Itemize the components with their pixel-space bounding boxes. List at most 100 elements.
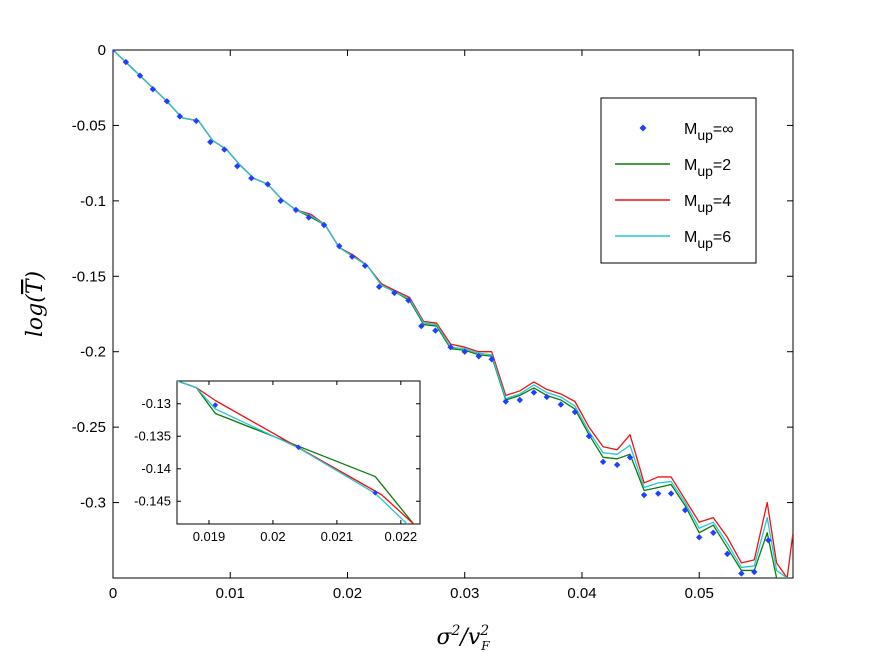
main-marker-M_up=∞ xyxy=(207,138,214,146)
main-marker-M_up=∞ xyxy=(488,356,495,363)
main-marker-M_up=∞ xyxy=(667,490,675,497)
x-axis-title-exp2: 2 xyxy=(479,623,489,639)
legend-label-sub: up xyxy=(697,127,713,143)
y-axis-title-close: ) xyxy=(23,271,48,281)
main-marker-M_up=∞ xyxy=(248,175,255,182)
main-marker-M_up=∞ xyxy=(502,398,509,405)
inset-plot: 0.019 0.02 0.021 0.022 -0.13 -0.135 -0.14 -0.14… xyxy=(134,380,421,544)
legend-marker xyxy=(639,124,647,132)
main-marker-M_up=∞ xyxy=(361,262,369,269)
legend-label-main: M xyxy=(684,121,697,138)
x-tick-label: 0.02 xyxy=(333,585,362,602)
main-marker-M_up=∞ xyxy=(681,506,689,514)
main-marker-M_up=∞ xyxy=(136,72,144,79)
y-tick-label: -0.1 xyxy=(80,193,106,210)
y-tick-label: 0 xyxy=(98,42,106,59)
main-marker-M_up=∞ xyxy=(320,221,328,229)
legend-label-suffix: =6 xyxy=(713,229,731,246)
inset-plot-area xyxy=(176,380,421,525)
legend-label-suffix: =2 xyxy=(713,157,731,174)
main-marker-M_up=∞ xyxy=(447,343,454,351)
main-marker-M_up=∞ xyxy=(724,550,731,558)
main-marker-M_up=∞ xyxy=(654,490,662,497)
main-marker-M_up=∞ xyxy=(557,401,565,408)
x-axis-title-slash: /v xyxy=(458,625,480,650)
legend-label-main: M xyxy=(684,193,697,210)
main-marker-M_up=∞ xyxy=(543,393,550,401)
legend-label-sub: up xyxy=(697,235,713,251)
main-marker-M_up=∞ xyxy=(765,537,772,544)
inset-x-tick-label: 0.019 xyxy=(193,529,226,544)
inset-marker-M_up=∞ xyxy=(295,444,302,451)
main-marker-M_up=∞ xyxy=(626,454,634,461)
y-axis-title-log: log( xyxy=(23,294,48,337)
main-marker-M_up=∞ xyxy=(530,389,538,396)
inset-y-tick-label: -0.13 xyxy=(141,396,171,411)
inset-x-tick-label: 0.021 xyxy=(321,529,354,544)
y-axis-title-T: T xyxy=(23,277,48,294)
x-axis-title-sigma: σ xyxy=(436,625,452,650)
main-marker-M_up=∞ xyxy=(585,432,593,440)
main-marker-M_up=∞ xyxy=(375,283,383,291)
y-tick-label: -0.25 xyxy=(72,419,106,436)
main-marker-M_up=∞ xyxy=(613,461,621,469)
legend-label-suffix: =4 xyxy=(713,193,731,210)
main-marker-M_up=∞ xyxy=(163,98,171,105)
main-marker-M_up=∞ xyxy=(516,396,524,404)
x-tick-label: 0.05 xyxy=(685,585,714,602)
main-marker-M_up=∞ xyxy=(149,86,157,93)
legend-label-main: M xyxy=(684,229,697,246)
inset-y-tick-label: -0.135 xyxy=(134,428,171,443)
y-axis-title: log(T) xyxy=(23,271,48,337)
main-marker-M_up=∞ xyxy=(348,253,356,260)
legend-label: Mup=2 xyxy=(684,157,731,179)
x-tick-label: 0.03 xyxy=(450,585,479,602)
y-tick-label: -0.05 xyxy=(72,117,106,134)
main-marker-M_up=∞ xyxy=(221,146,228,153)
inset-line-M_up=6 xyxy=(177,381,408,524)
legend-entry: Mup=∞ xyxy=(639,121,734,143)
legend-label: Mup=6 xyxy=(684,229,731,251)
legend-entry: Mup=6 xyxy=(615,229,731,251)
legend-label-sub: up xyxy=(697,199,713,215)
legend-label: Mup=∞ xyxy=(684,121,734,143)
main-marker-M_up=∞ xyxy=(176,113,184,120)
legend-entry: Mup=2 xyxy=(615,157,731,179)
main-marker-M_up=∞ xyxy=(305,214,312,221)
x-axis-title-sub: F xyxy=(480,639,490,653)
x-tick-label: 0.01 xyxy=(216,585,245,602)
legend-entry: Mup=4 xyxy=(615,193,731,215)
inset-series-M_up=6 xyxy=(177,381,408,524)
x-axis-title: σ2/v2 F xyxy=(436,623,490,653)
main-marker-M_up=∞ xyxy=(418,322,425,330)
main-marker-M_up=∞ xyxy=(640,491,648,499)
main-marker-M_up=∞ xyxy=(696,534,703,541)
main-series-M_up=∞ xyxy=(113,50,772,577)
main-marker-M_up=∞ xyxy=(461,348,468,355)
inset-x-tick-label: 0.022 xyxy=(385,529,418,544)
main-marker-M_up=∞ xyxy=(113,50,117,54)
legend-label: Mup=4 xyxy=(684,193,731,215)
main-marker-M_up=∞ xyxy=(193,117,200,125)
main-marker-M_up=∞ xyxy=(277,197,284,205)
legend-label-main: M xyxy=(684,157,697,174)
legend-label-suffix: =∞ xyxy=(713,121,734,138)
main-marker-M_up=∞ xyxy=(292,206,300,214)
x-axis-title-exp1: 2 xyxy=(451,623,461,639)
main-marker-M_up=∞ xyxy=(405,297,412,304)
y-tick-label: -0.15 xyxy=(72,268,106,285)
inset-marker-M_up=∞ xyxy=(372,490,379,496)
inset-marker-M_up=∞ xyxy=(212,402,219,408)
main-marker-M_up=∞ xyxy=(599,458,607,466)
inset-y-tick-label: -0.14 xyxy=(141,461,171,476)
main-marker-M_up=∞ xyxy=(738,570,745,577)
inset-series-M_up=∞ xyxy=(212,402,379,496)
main-marker-M_up=∞ xyxy=(264,181,271,188)
main-marker-M_up=∞ xyxy=(336,242,343,250)
main-marker-M_up=∞ xyxy=(391,289,398,297)
main-marker-M_up=∞ xyxy=(710,529,717,536)
inset-y-tick-label: -0.145 xyxy=(134,493,171,508)
y-tick-label: -0.2 xyxy=(80,344,106,361)
